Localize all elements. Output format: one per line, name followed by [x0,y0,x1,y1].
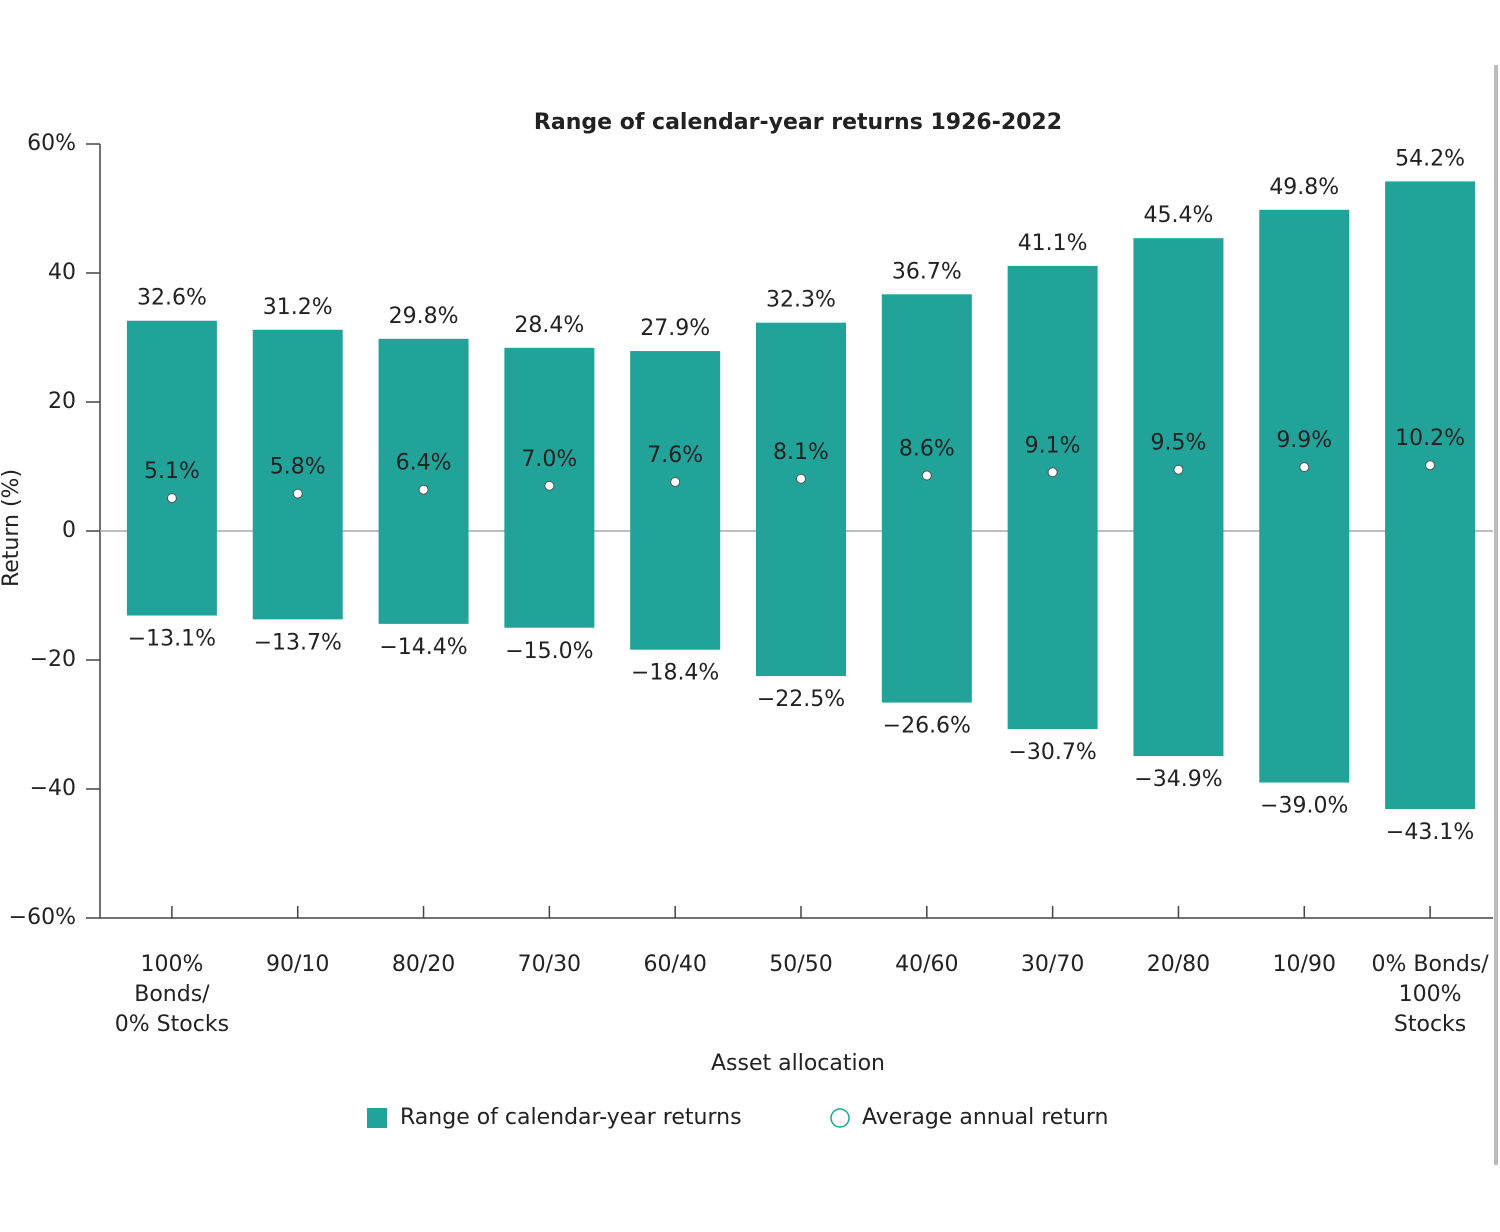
y-tick-label: −40 [30,776,76,801]
high-label: 28.4% [514,313,584,338]
range-bar [630,351,721,650]
average-label: 8.1% [773,440,829,465]
average-label: 6.4% [396,451,452,476]
average-label: 9.1% [1025,433,1081,458]
high-label: 32.6% [137,286,207,311]
high-label: 29.8% [389,304,459,329]
low-label: −34.9% [1134,767,1222,792]
low-label: −43.1% [1386,820,1474,845]
high-label: 36.7% [892,259,962,284]
x-tick-label: 100% [140,952,203,977]
average-dot [292,488,303,499]
x-tick-label: 0% Stocks [115,1012,229,1037]
x-tick-label: 40/60 [895,952,958,977]
x-tick-label: Bonds/ [134,982,210,1007]
average-dot [796,473,806,484]
x-tick-label: 0% Bonds/ [1371,952,1489,977]
average-label: 8.6% [899,437,955,462]
low-label: −39.0% [1260,794,1348,819]
low-label: −22.5% [757,687,845,712]
average-dot [1299,462,1310,473]
average-label: 5.1% [144,459,200,484]
y-tick-label: −60% [9,905,76,930]
x-tick-label: 30/70 [1021,952,1084,977]
average-dot [166,493,177,504]
y-tick-label: 60% [27,131,76,156]
high-label: 27.9% [640,316,710,341]
chart-title: Range of calendar-year returns 1926-2022 [534,110,1062,135]
x-tick-label: 100% [1399,982,1462,1007]
legend-marker [830,1108,850,1128]
high-label: 31.2% [263,295,333,320]
range-bar [1133,238,1224,757]
low-label: −13.7% [254,630,342,655]
high-label: 41.1% [1018,231,1088,256]
y-tick-label: −20 [30,647,76,672]
high-label: 32.3% [766,288,836,313]
low-label: −18.4% [631,661,719,686]
right-border [1494,65,1498,1165]
range-bar [1385,181,1476,809]
average-label: 9.9% [1276,428,1332,453]
x-tick-label: 20/80 [1147,952,1210,977]
average-dot [544,480,555,491]
range-bar [1259,209,1350,783]
range-bar [756,322,846,677]
y-tick-label: 20 [48,389,76,414]
range-bar [378,338,469,624]
average-label: 7.0% [521,447,577,472]
average-label: 5.8% [270,455,326,480]
low-label: −30.7% [1008,740,1096,765]
x-tick-label: 50/50 [769,952,832,977]
average-dot [1173,464,1184,475]
high-label: 54.2% [1395,146,1465,171]
legend-label: Range of calendar-year returns [400,1105,742,1130]
legend-swatch [367,1108,387,1128]
x-tick-label: 90/10 [266,952,329,977]
range-bar [1007,265,1098,730]
range-bar [881,294,972,703]
x-tick-label: 80/20 [392,952,455,977]
range-bar [252,329,343,620]
high-label: 49.8% [1269,175,1339,200]
range-bar [126,320,217,616]
average-label: 7.6% [647,443,703,468]
y-axis-label: Return (%) [0,469,24,587]
high-label: 45.4% [1144,203,1214,228]
x-tick-label: Stocks [1394,1012,1466,1037]
average-label: 10.2% [1395,426,1465,451]
low-label: −13.1% [128,626,216,651]
average-dot [670,476,681,487]
average-dot [418,484,429,495]
average-dot [1047,467,1058,478]
x-tick-label: 10/90 [1273,952,1336,977]
x-axis-label: Asset allocation [711,1051,885,1076]
legend-label: Average annual return [862,1105,1109,1130]
x-tick-label: 70/30 [518,952,581,977]
y-tick-label: 0 [62,518,76,543]
low-label: −14.4% [379,635,467,660]
average-label: 9.5% [1151,431,1207,456]
average-dot [1425,460,1436,471]
average-dot [921,470,932,481]
low-label: −15.0% [505,639,593,664]
x-tick-label: 60/40 [643,952,706,977]
y-tick-label: 40 [48,260,76,285]
low-label: −26.6% [883,714,971,739]
